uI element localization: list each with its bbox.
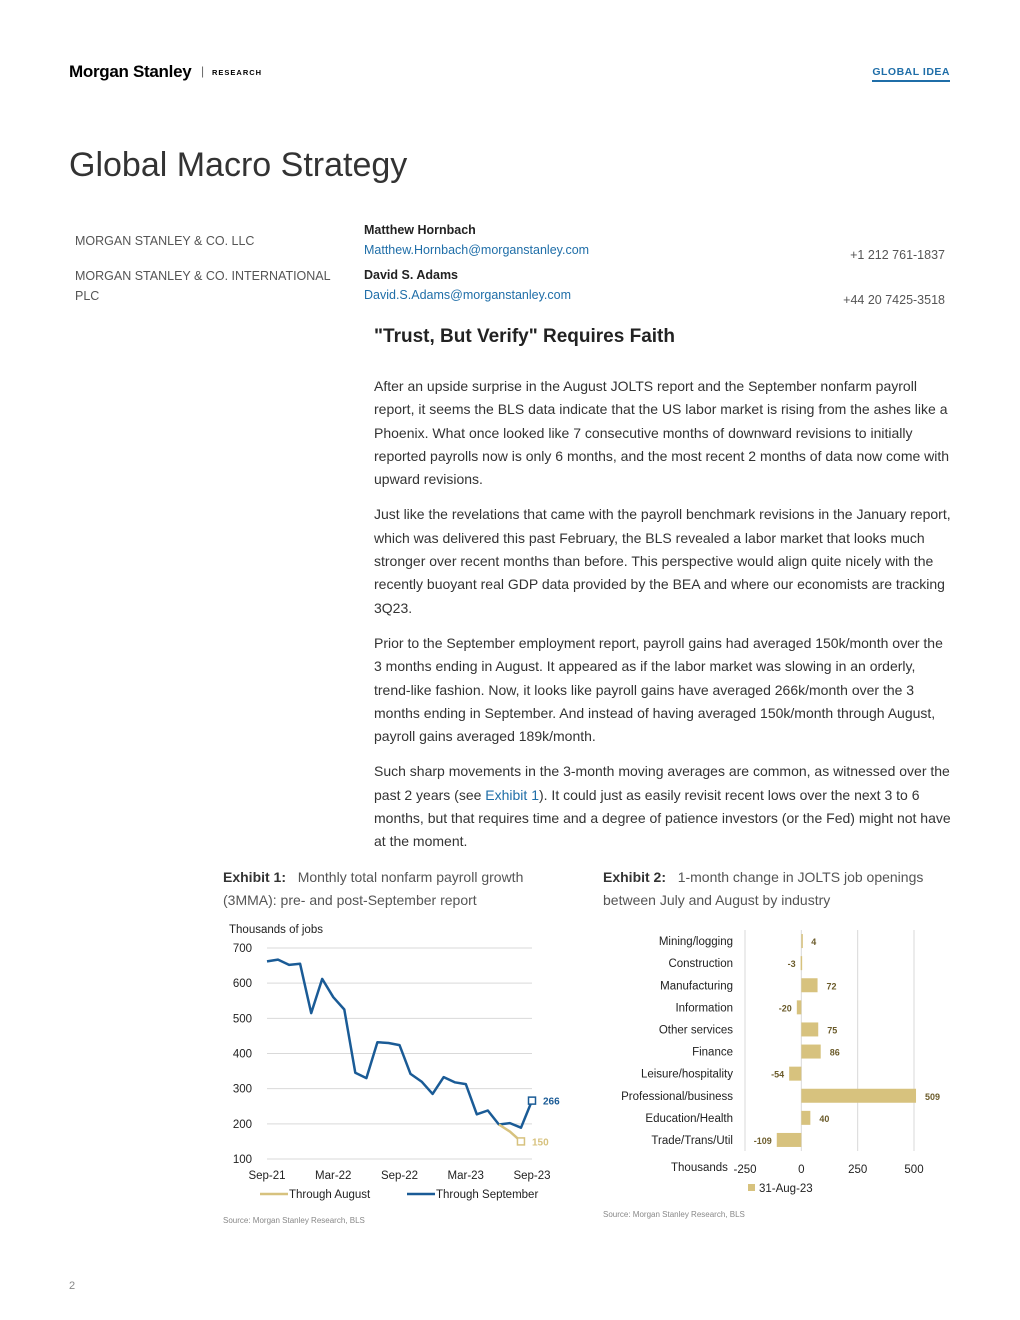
y-tick-label: 300 bbox=[233, 1084, 252, 1096]
morgan-stanley-logo: Morgan Stanley bbox=[69, 62, 192, 81]
exhibit-2-caption: 1-month change in JOLTS job openings bet… bbox=[603, 869, 924, 908]
exhibit-2-label: Exhibit 2: bbox=[603, 869, 667, 885]
exhibit-2-title: Exhibit 2: 1-month change in JOLTS job o… bbox=[603, 866, 953, 912]
author-phone-1: +1 212 761-1837 bbox=[850, 248, 945, 262]
x-tick-label: Sep-22 bbox=[381, 1170, 418, 1182]
bar-value-label: -20 bbox=[779, 1003, 792, 1013]
paragraph-2: Just like the revelations that came with… bbox=[374, 506, 951, 616]
author-email-1[interactable]: Matthew.Hornbach@morganstanley.com bbox=[364, 243, 590, 257]
bar-value-label: -3 bbox=[788, 959, 796, 969]
bar bbox=[789, 1066, 802, 1081]
entity-international: MORGAN STANLEY & CO. INTERNATIONAL PLC bbox=[75, 269, 331, 303]
category-label: Other services bbox=[659, 1024, 733, 1036]
y-tick-label: 500 bbox=[233, 1013, 252, 1025]
bar bbox=[796, 1000, 802, 1015]
bar bbox=[800, 956, 803, 971]
exhibit-1-label: Exhibit 1: bbox=[223, 869, 287, 885]
bar bbox=[776, 1132, 802, 1147]
payroll-line-chart: Thousands of jobs 700 600 500 400 300 200 100 Se… bbox=[229, 924, 560, 1201]
series-end-label-1: 266 bbox=[543, 1097, 560, 1108]
y-tick-label: 400 bbox=[233, 1049, 252, 1061]
category-label: Trade/Trans/Util bbox=[651, 1135, 733, 1147]
exhibit-1-source: Source: Morgan Stanley Research, BLS bbox=[223, 1216, 365, 1225]
entity-llc: MORGAN STANLEY & CO. LLC bbox=[75, 234, 255, 248]
series-end-label-0: 150 bbox=[532, 1137, 549, 1148]
legend-label-0: Through August bbox=[289, 1189, 371, 1201]
bar bbox=[801, 1044, 821, 1059]
exhibit-2-source: Source: Morgan Stanley Research, BLS bbox=[603, 1210, 745, 1219]
exhibit-1-link[interactable]: Exhibit 1 bbox=[485, 786, 539, 803]
category-label: Manufacturing bbox=[660, 980, 733, 992]
category-label: Construction bbox=[668, 958, 733, 970]
research-label: RESEARCH bbox=[212, 68, 263, 77]
category-label: Finance bbox=[692, 1047, 733, 1059]
bar-value-label: 86 bbox=[830, 1048, 840, 1058]
y-tick-label: 700 bbox=[233, 943, 252, 955]
bar-value-label: 4 bbox=[811, 937, 816, 947]
x-tick-label: Sep-21 bbox=[248, 1170, 285, 1182]
exhibit-1-caption: Monthly total nonfarm payroll growth (3M… bbox=[223, 869, 524, 908]
page-title: Global Macro Strategy bbox=[69, 146, 408, 184]
page-number: 2 bbox=[69, 1280, 76, 1292]
legend-label: 31-Aug-23 bbox=[759, 1183, 813, 1195]
y-axis-label: Thousands of jobs bbox=[229, 924, 323, 936]
category-label: Education/Health bbox=[645, 1113, 733, 1125]
global-idea-tag: GLOBAL IDEA bbox=[872, 66, 950, 82]
y-tick-label: 200 bbox=[233, 1119, 252, 1131]
x-axis-label: Thousands bbox=[671, 1162, 728, 1174]
paragraph-4-after: ). It could just as easily revisit recen… bbox=[374, 786, 951, 850]
x-tick-label: 250 bbox=[848, 1164, 867, 1176]
legend-swatch bbox=[748, 1184, 755, 1191]
bar bbox=[801, 1022, 819, 1037]
legend-label-1: Through September bbox=[436, 1189, 538, 1201]
x-tick-label: 0 bbox=[798, 1164, 804, 1176]
bar bbox=[801, 934, 803, 949]
author-name-1: Matthew Hornbach bbox=[364, 223, 476, 237]
x-tick-label: Mar-22 bbox=[315, 1170, 351, 1182]
x-tick-label: Sep-23 bbox=[513, 1170, 550, 1182]
jolts-bar-chart: -250 0 250 500 Thousands Mining/logging 4 Const… bbox=[621, 930, 940, 1195]
category-label: Professional/business bbox=[621, 1091, 733, 1103]
bar bbox=[801, 1110, 811, 1125]
series-line-1 bbox=[266, 958, 534, 1129]
x-tick-label: Mar-23 bbox=[448, 1170, 484, 1182]
bar-value-label: 509 bbox=[925, 1092, 940, 1102]
article-headline: "Trust, But Verify" Requires Faith bbox=[374, 326, 675, 347]
author-name-2: David S. Adams bbox=[364, 268, 459, 282]
category-label: Information bbox=[675, 1002, 733, 1014]
x-tick-label: 500 bbox=[904, 1164, 923, 1176]
paragraph-4-before: Such sharp movements in the 3-month movi… bbox=[374, 763, 950, 803]
bar-value-label: 40 bbox=[819, 1114, 829, 1124]
bar bbox=[801, 1088, 917, 1103]
category-label: Leisure/hospitality bbox=[641, 1069, 733, 1081]
category-label: Mining/logging bbox=[659, 936, 733, 948]
paragraph-4: Such sharp movements in the 3-month movi… bbox=[374, 760, 954, 853]
y-tick-label: 600 bbox=[233, 978, 252, 990]
exhibit-1-title: Exhibit 1: Monthly total nonfarm payroll… bbox=[223, 866, 563, 912]
x-tick-label: -250 bbox=[733, 1164, 756, 1176]
bar-value-label: -54 bbox=[771, 1070, 784, 1080]
author-phone-2: +44 20 7425-3518 bbox=[843, 293, 945, 307]
series-end-marker-0 bbox=[516, 1137, 526, 1146]
bar bbox=[801, 978, 818, 993]
series-end-marker-1 bbox=[527, 1096, 537, 1105]
bar-value-label: 75 bbox=[827, 1025, 837, 1035]
author-email-2[interactable]: David.S.Adams@morganstanley.com bbox=[364, 288, 571, 302]
bar-value-label: 72 bbox=[827, 981, 837, 991]
y-tick-label: 100 bbox=[233, 1154, 252, 1166]
paragraph-1: After an upside surprise in the August J… bbox=[374, 378, 950, 488]
article-body: After an upside surprise in the August J… bbox=[374, 375, 954, 866]
bar-value-label: -109 bbox=[754, 1136, 772, 1146]
logo-separator: | bbox=[201, 64, 205, 78]
paragraph-3: Prior to the September employment report… bbox=[374, 634, 943, 745]
